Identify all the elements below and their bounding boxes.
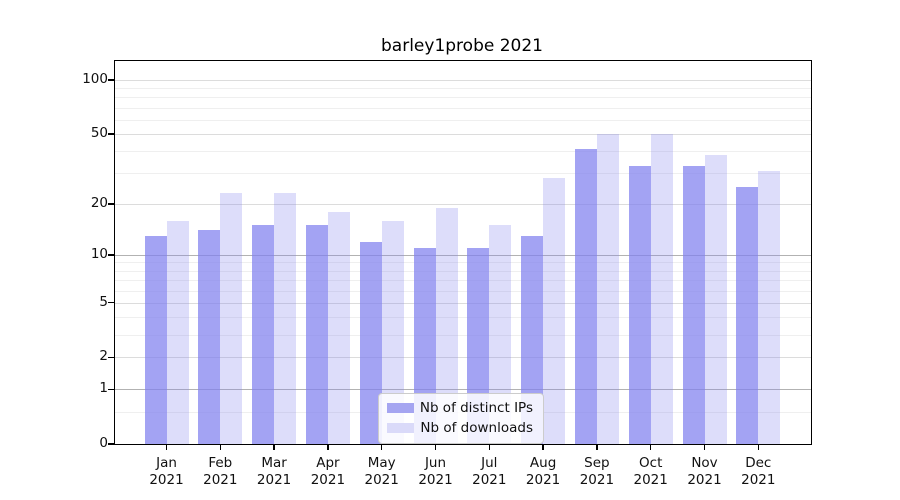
bar-feb-ips [198, 230, 221, 444]
gridline-y-90 [115, 88, 811, 90]
x-tick-label-feb: Feb 2021 [203, 455, 238, 488]
legend-label: Nb of distinct IPs [419, 400, 533, 416]
gridline-y-8 [115, 270, 811, 272]
x-tick-label-sep: Sep 2021 [579, 455, 615, 488]
x-tick-oct [650, 445, 652, 450]
bar-may-ips [359, 241, 382, 444]
y-tick-10 [108, 254, 114, 256]
bar-jul-downloads [489, 225, 512, 444]
y-tick-5 [108, 302, 114, 304]
x-tick-feb [219, 445, 221, 450]
bar-aug-ips [521, 235, 544, 444]
y-tick-label-20: 20 [90, 194, 108, 211]
bar-dec-ips [736, 187, 759, 444]
bar-jan-downloads [166, 220, 189, 444]
legend-entry-1: Nb of downloads [387, 420, 533, 436]
x-tick-dec [757, 445, 759, 450]
y-tick-2 [108, 356, 114, 359]
x-tick-label-aug: Aug 2021 [525, 455, 561, 488]
chart-title: barley1probe 2021 [381, 36, 543, 56]
gridline-y-100 [115, 80, 811, 81]
gridline-y-20 [115, 203, 811, 205]
bar-jan-ips [144, 235, 167, 444]
bar-mar-ips [252, 225, 275, 444]
y-tick-label-0: 0 [99, 435, 108, 451]
gridline-y-2 [115, 357, 811, 359]
x-tick-jan [165, 445, 168, 450]
x-tick-label-dec: Dec 2021 [741, 455, 776, 488]
y-tick-1 [108, 388, 114, 390]
gridline-y-7 [115, 280, 811, 281]
bar-dec-downloads [758, 170, 781, 444]
x-tick-jul [488, 445, 490, 450]
gridline-y-4 [115, 317, 811, 319]
x-tick-label-may: May 2021 [364, 455, 399, 488]
y-tick-label-50: 50 [90, 124, 108, 141]
bar-oct-ips [628, 165, 651, 444]
x-tick-jun [434, 445, 437, 450]
x-tick-mar [273, 445, 275, 450]
bar-apr-ips [305, 225, 328, 444]
bar-feb-downloads [220, 193, 243, 444]
bar-oct-downloads [650, 133, 673, 444]
bar-may-downloads [381, 220, 404, 444]
gridline-y-80 [115, 97, 811, 99]
gridline-y-1 [115, 389, 811, 391]
bar-aug-downloads [543, 178, 566, 444]
x-tick-sep [596, 445, 598, 450]
y-tick-label-2: 2 [99, 348, 108, 365]
x-tick-apr [327, 445, 329, 450]
bar-sep-ips [574, 149, 597, 444]
legend: Nb of distinct IPs Nb of downloads [378, 393, 544, 444]
x-tick-aug [542, 445, 544, 450]
x-tick-label-jul: Jul 2021 [472, 455, 507, 488]
y-tick-label-100: 100 [82, 71, 108, 87]
y-tick-label-10: 10 [90, 245, 108, 262]
x-tick-label-oct: Oct 2021 [633, 455, 668, 488]
gridline-y-40 [115, 151, 811, 153]
gridline-y-30 [115, 173, 811, 175]
bar-apr-downloads [327, 211, 350, 444]
y-tick-label-1: 1 [99, 380, 108, 397]
x-tick-label-jun: Jun 2021 [418, 455, 453, 488]
x-tick-may [381, 445, 383, 450]
bar-mar-downloads [274, 193, 297, 444]
x-tick-label-jan: Jan 2021 [149, 455, 184, 488]
bar-nov-downloads [704, 155, 727, 444]
x-tick-label-apr: Apr 2021 [310, 455, 346, 488]
y-tick-100 [108, 79, 114, 81]
gridline-y-10 [115, 254, 811, 256]
plot-area: 0 1 2 5 10 20 50 100 Jan 2021 Feb 2021 Mar 2021 Apr 202… [82, 60, 812, 488]
gridline-y-5 [115, 302, 811, 304]
x-tick-label-mar: Mar 2021 [256, 455, 292, 488]
x-tick-nov [703, 445, 706, 450]
y-tick-20 [108, 203, 114, 205]
bar-sep-downloads [596, 133, 619, 444]
gridline-y-50 [115, 133, 811, 135]
gridline-y-60 [115, 119, 811, 121]
bar-jun-downloads [435, 207, 458, 444]
legend-entry-0: Nb of distinct IPs [387, 400, 533, 416]
y-tick-50 [108, 133, 114, 135]
legend-swatch-icon [387, 403, 414, 413]
y-tick-0 [108, 443, 114, 445]
gridline-y-9 [115, 262, 811, 264]
legend-swatch-icon [387, 423, 414, 433]
gridline-y-70 [115, 107, 811, 109]
x-tick-label-nov: Nov 2021 [687, 455, 722, 488]
gridline-y-3 [115, 334, 811, 336]
gridline-y-6 [115, 290, 811, 292]
y-tick-label-5: 5 [99, 293, 108, 310]
bar-nov-ips [682, 165, 705, 444]
legend-label: Nb of downloads [420, 420, 533, 436]
